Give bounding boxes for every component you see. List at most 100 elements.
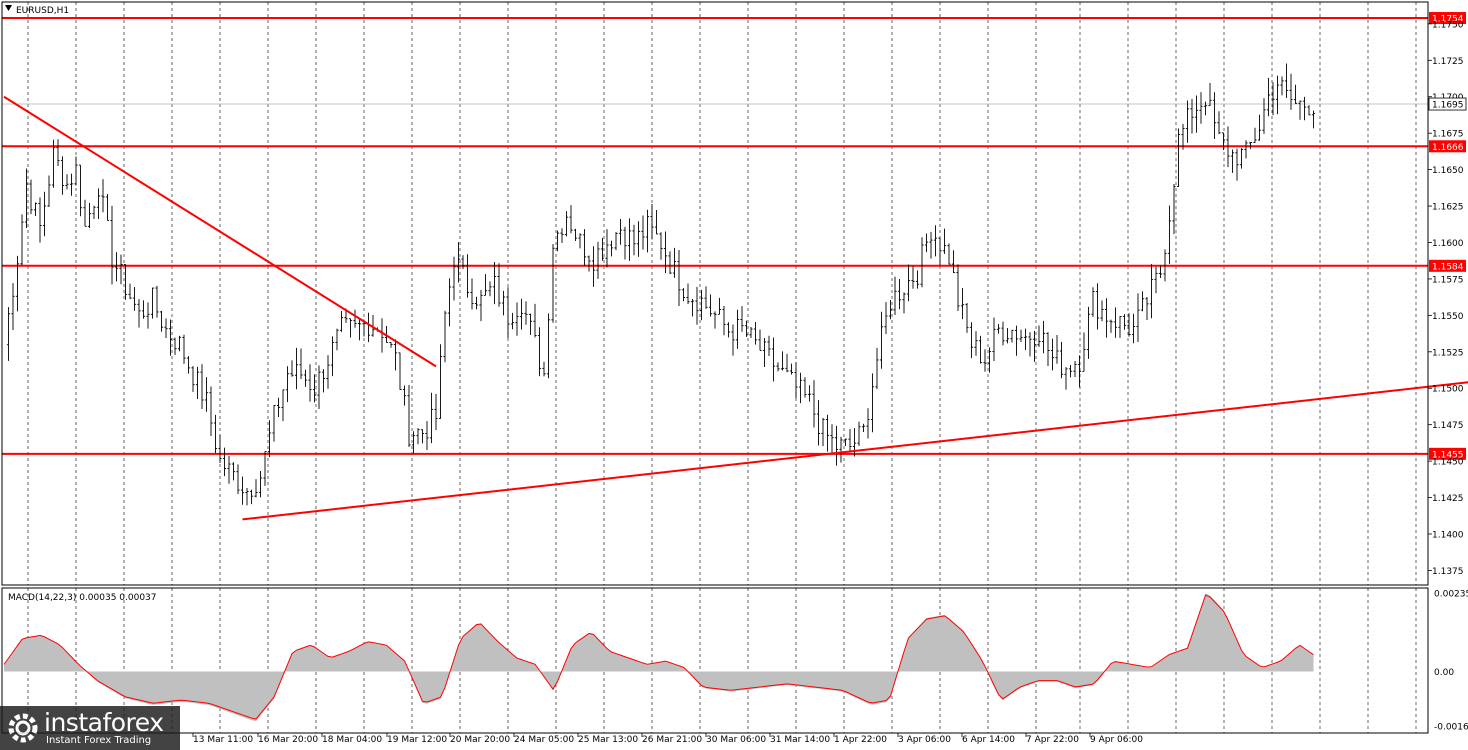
price-bar — [623, 226, 627, 260]
price-bar — [807, 385, 812, 402]
macd-tick-label: -0.00163 — [1434, 723, 1468, 733]
price-bar — [407, 385, 411, 447]
price-bar — [672, 247, 677, 278]
price-bar — [1086, 306, 1091, 359]
price-bar — [168, 319, 173, 356]
price-bar — [929, 231, 933, 259]
price-bar — [114, 252, 119, 282]
price-bar — [555, 230, 560, 252]
price-bar — [290, 360, 294, 377]
price-bar — [69, 173, 74, 196]
price-bar — [578, 233, 582, 249]
price-bar — [1280, 76, 1284, 96]
price-bar — [470, 278, 474, 310]
trend-lines — [3, 95, 1468, 521]
price-bar — [155, 285, 159, 318]
time-tick-label: 26 Mar 21:00 — [642, 735, 702, 745]
price-bar — [735, 309, 740, 349]
price-bar — [299, 348, 303, 379]
price-bar — [1127, 313, 1131, 337]
price-bar — [1307, 105, 1311, 116]
price-bar — [285, 366, 290, 403]
price-bar — [222, 447, 227, 477]
price-bar — [870, 373, 875, 433]
price-bar — [902, 292, 906, 314]
price-bar — [699, 289, 704, 321]
price-bar — [582, 229, 587, 266]
price-bar — [186, 356, 191, 374]
price-bar — [339, 311, 344, 332]
price-bar — [1023, 328, 1028, 351]
price-bar — [1010, 329, 1014, 343]
price-bar — [681, 288, 686, 302]
price-bar — [695, 286, 699, 325]
price-bar — [798, 372, 803, 404]
price-bar — [1046, 332, 1050, 366]
price-bar — [326, 355, 330, 389]
price-tick-label: 1.1725 — [1432, 57, 1464, 67]
price-bar — [357, 319, 362, 341]
price-bar — [479, 289, 483, 322]
price-bar — [447, 278, 452, 327]
trendline-uptrend — [242, 381, 1468, 521]
price-bar — [42, 191, 47, 237]
price-bar — [992, 317, 996, 362]
price-bar — [20, 214, 24, 266]
price-bar — [924, 233, 929, 253]
price-bar — [731, 324, 735, 356]
price-bar — [1239, 148, 1244, 169]
price-bar — [1167, 205, 1172, 264]
price-bar — [119, 254, 123, 285]
price-bar — [137, 299, 141, 328]
price-bar — [1154, 266, 1158, 294]
price-bar — [542, 361, 546, 377]
time-tick-label: 7 Apr 22:00 — [1026, 735, 1079, 745]
dropdown-triangle-icon[interactable] — [5, 5, 12, 11]
price-bar — [740, 306, 744, 332]
price-bar — [218, 434, 222, 463]
price-bar — [569, 205, 573, 234]
price-bar — [87, 202, 92, 229]
price-bar — [1289, 73, 1293, 110]
price-bar — [303, 369, 308, 387]
price-bar — [1311, 110, 1316, 129]
price-bar — [348, 318, 353, 338]
price-bar — [519, 298, 524, 330]
price-bar — [11, 283, 15, 330]
price-bar — [906, 264, 911, 302]
price-bar — [884, 302, 888, 335]
price-bar — [1163, 249, 1167, 282]
price-bar — [1275, 75, 1280, 115]
price-tick-label: 1.1500 — [1432, 385, 1464, 395]
price-bar — [438, 344, 443, 419]
price-bar — [618, 219, 623, 245]
price-tick-label: 1.1425 — [1432, 494, 1464, 504]
level-tag — [1429, 140, 1466, 153]
price-bar — [443, 310, 447, 363]
price-bar — [722, 306, 726, 336]
time-tick-label: 30 Mar 06:00 — [706, 735, 766, 745]
price-tick-label: 1.1575 — [1432, 275, 1464, 285]
price-bar — [29, 179, 33, 215]
level-label: 1.1666 — [1432, 143, 1464, 153]
price-bar — [564, 211, 569, 237]
price-bar — [915, 270, 920, 289]
price-bar — [1050, 338, 1055, 371]
macd-panel — [3, 593, 1314, 722]
price-bar — [758, 329, 762, 351]
price-bar — [1257, 114, 1262, 141]
price-bar — [416, 428, 420, 445]
macd-tick-label: 0.00 — [1434, 668, 1454, 678]
price-bar — [33, 202, 38, 216]
macd-label: MACD(14,22,3) 0.00035 0.00037 — [8, 593, 157, 603]
macd-tick-label: 0.00235 — [1434, 590, 1468, 600]
price-bar — [857, 421, 861, 446]
price-bar — [1158, 265, 1163, 278]
level-tag — [1429, 447, 1466, 460]
price-bar — [726, 322, 731, 338]
price-bar — [636, 221, 641, 257]
price-bar — [560, 228, 564, 244]
price-bar — [546, 313, 551, 379]
macd-signal-line — [3, 594, 1314, 720]
price-bar — [1059, 341, 1064, 379]
